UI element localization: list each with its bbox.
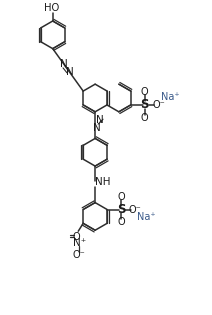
Text: O: O	[117, 192, 125, 202]
Text: N⁺: N⁺	[73, 238, 86, 248]
Text: N: N	[60, 59, 68, 69]
Text: HO: HO	[44, 3, 59, 13]
Text: O: O	[141, 87, 148, 97]
Text: Na⁺: Na⁺	[137, 212, 156, 222]
Text: S: S	[117, 203, 125, 216]
Text: O⁻: O⁻	[73, 250, 86, 260]
Text: O⁻: O⁻	[128, 204, 141, 215]
Text: NH: NH	[95, 177, 111, 187]
Text: O⁻: O⁻	[152, 100, 165, 110]
Text: S: S	[140, 98, 149, 112]
Text: Na⁺: Na⁺	[161, 92, 180, 102]
Text: O: O	[73, 232, 80, 242]
Text: N: N	[66, 67, 74, 77]
Text: O: O	[141, 113, 148, 123]
Text: N: N	[93, 123, 101, 133]
Text: N: N	[96, 115, 104, 125]
Text: O: O	[117, 217, 125, 227]
